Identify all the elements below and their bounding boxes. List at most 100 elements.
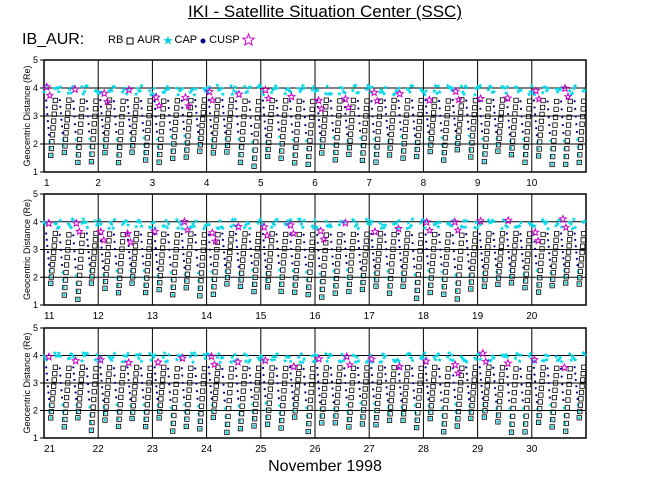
cap-point [99,366,102,369]
aur-point [505,354,510,359]
rb-point [442,276,448,282]
cap-point [493,111,496,114]
aur-point [406,86,411,92]
rb-point [361,266,367,272]
rb-point [130,268,136,274]
rb-point [432,364,438,370]
aur-point [296,355,301,360]
rb-point [103,272,109,278]
rb-point [471,377,477,383]
cap-point [100,379,103,382]
aur-point [197,149,202,153]
rb-point [417,111,423,118]
aur-point [509,152,514,157]
cap-point [209,255,212,259]
rb-point [579,121,585,127]
cap-point [535,394,538,397]
rb-point [185,402,191,408]
rb-point [65,373,71,379]
rb-point [224,274,231,281]
aur-point [354,354,360,360]
aur-point [427,410,432,414]
aur-point [400,411,405,416]
rb-point [347,267,354,273]
rb-point [498,243,504,249]
rb-point [551,130,558,136]
rb-point [456,264,463,270]
aur-point [577,415,582,420]
aur-point [434,90,440,96]
rb-point [347,138,353,144]
aur-point [170,292,175,297]
rb-point [51,118,57,124]
rb-point [458,248,464,254]
aur-point [274,216,280,222]
aur-point [81,350,86,355]
aur-point [250,139,255,144]
rb-point [415,410,421,416]
cap-point [479,372,482,375]
rb-point [118,261,124,267]
aur-point [201,352,207,357]
rb-point [63,402,69,408]
cap-point [357,246,361,250]
rb-point [540,231,546,238]
x-tick-label: 3 [150,178,156,189]
rb-point [375,400,381,407]
cusp-point [531,85,541,95]
cap-point [467,260,470,263]
cap-point [234,232,237,235]
rb-point [92,237,99,243]
rb-point [253,139,259,145]
rb-point [536,412,542,419]
rb-point [293,395,299,401]
rb-point [49,139,55,145]
rb-point [416,395,422,401]
rb-point [401,404,407,410]
rb-point [322,255,328,261]
cusp-point [99,88,109,98]
aur-point [463,224,468,230]
cap-point [383,366,387,369]
aur-point [170,429,175,433]
rb-point [484,383,490,389]
aur-point [346,152,351,157]
rb-point [306,413,312,419]
rb-point [185,133,191,139]
rb-point [525,251,531,257]
rb-point [429,260,436,267]
rb-point [360,279,366,286]
cap-point [413,134,417,137]
cap-point [277,121,280,124]
rb-point [64,123,70,129]
rb-point [472,238,478,244]
rb-point [377,365,384,371]
rb-point [76,144,82,150]
aur-point [95,221,101,226]
aur-point [394,358,399,363]
cap-point [250,124,253,127]
rb-point [535,153,542,159]
aur-point [536,282,540,287]
rb-point [523,413,529,419]
rb-point [472,364,479,370]
cap-point [290,384,293,388]
cap-point [236,389,239,393]
rb-point [454,296,460,302]
rb-point [186,119,192,125]
cap-point [291,397,295,400]
rb-point [373,151,380,158]
legend: RB AUR CAP CUSP [108,33,257,46]
rb-point [512,237,519,243]
cap-point [223,124,226,128]
aur-point [89,159,94,164]
aur-point [454,288,459,293]
cusp-point [453,368,463,377]
rb-point [132,243,139,249]
rb-point [200,388,206,394]
aur-point [184,285,189,290]
rb-point [78,256,84,262]
cap-point [290,247,293,251]
aur-point [201,86,207,91]
rb-point [309,114,315,120]
